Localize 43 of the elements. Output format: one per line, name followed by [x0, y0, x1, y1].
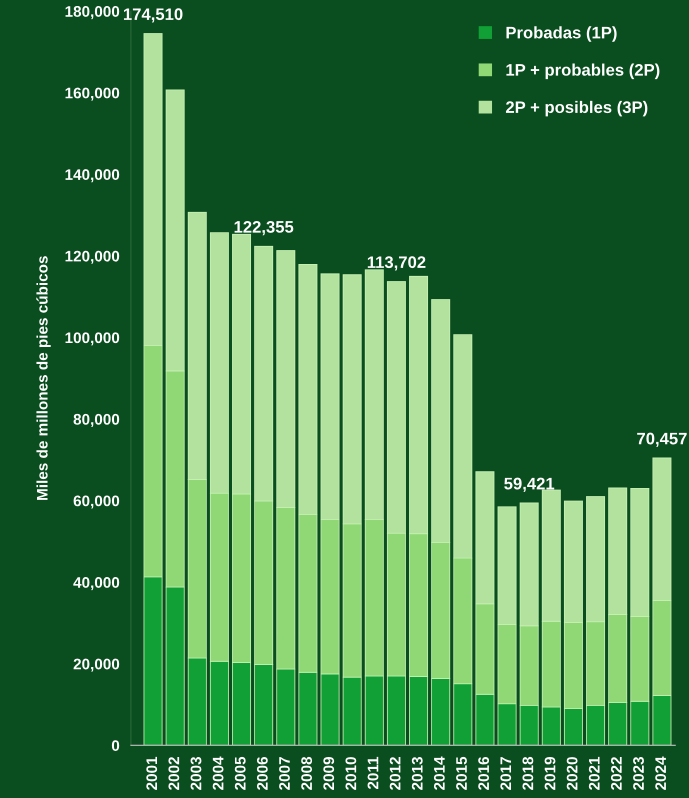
y-tick-label: 80,000 — [74, 414, 120, 427]
x-tick-label: 2019 — [544, 757, 556, 790]
x-tick-label: 2017 — [500, 757, 512, 790]
y-tick-label: 20,000 — [74, 658, 120, 672]
x-tick-label: 2005 — [234, 756, 246, 790]
legend-label: 1P + probables (2P) — [506, 64, 660, 80]
x-tick-label: 2003 — [190, 756, 202, 790]
y-tick-label: 140,000 — [66, 169, 120, 182]
x-tick-label: 2001 — [146, 756, 158, 790]
legend-label: Probadas (1P) — [506, 26, 617, 42]
x-tick-label: 2008 — [301, 756, 312, 790]
y-tick-label: 40,000 — [73, 577, 120, 590]
x-tick-label: 2007 — [279, 757, 290, 790]
x-tick-label: 2020 — [566, 757, 578, 790]
x-tick-label: 2013 — [412, 756, 423, 790]
x-tick-label: 2021 — [588, 756, 600, 790]
total-label: 59,421 — [504, 478, 554, 492]
x-tick-label: 2023 — [633, 756, 644, 790]
total-label: 113,702 — [368, 256, 426, 271]
x-tick-label: 2022 — [610, 757, 622, 790]
legend-label: 2P + posibles (3P) — [506, 100, 648, 116]
x-tick-label: 2016 — [478, 756, 490, 790]
x-tick-label: 2018 — [522, 756, 534, 790]
y-tick-label: 60,000 — [74, 495, 120, 509]
total-label: 174,510 — [124, 8, 182, 22]
x-tick-label: 2012 — [390, 757, 401, 790]
y-tick-label: 120,000 — [66, 250, 120, 264]
x-tick-label: 2014 — [434, 756, 445, 790]
y-tick-label: 100,000 — [66, 332, 120, 346]
y-tick-label: 0 — [112, 740, 120, 752]
y-tick-label: 180,000 — [66, 6, 120, 20]
y-tick-label: 160,000 — [66, 88, 120, 101]
total-label: 122,355 — [234, 220, 294, 236]
y-axis-title: Miles de millones de pies cúbicos — [36, 256, 51, 500]
x-tick-label: 2002 — [168, 757, 180, 790]
x-tick-label: 2010 — [345, 757, 356, 790]
x-tick-label: 2011 — [368, 756, 378, 790]
x-tick-label: 2004 — [212, 756, 224, 790]
total-label: 70,457 — [637, 432, 687, 447]
x-tick-label: 2006 — [256, 756, 268, 790]
x-tick-label: 2024 — [655, 756, 666, 790]
x-tick-label: 2009 — [323, 757, 334, 790]
x-tick-label: 2015 — [456, 756, 467, 790]
